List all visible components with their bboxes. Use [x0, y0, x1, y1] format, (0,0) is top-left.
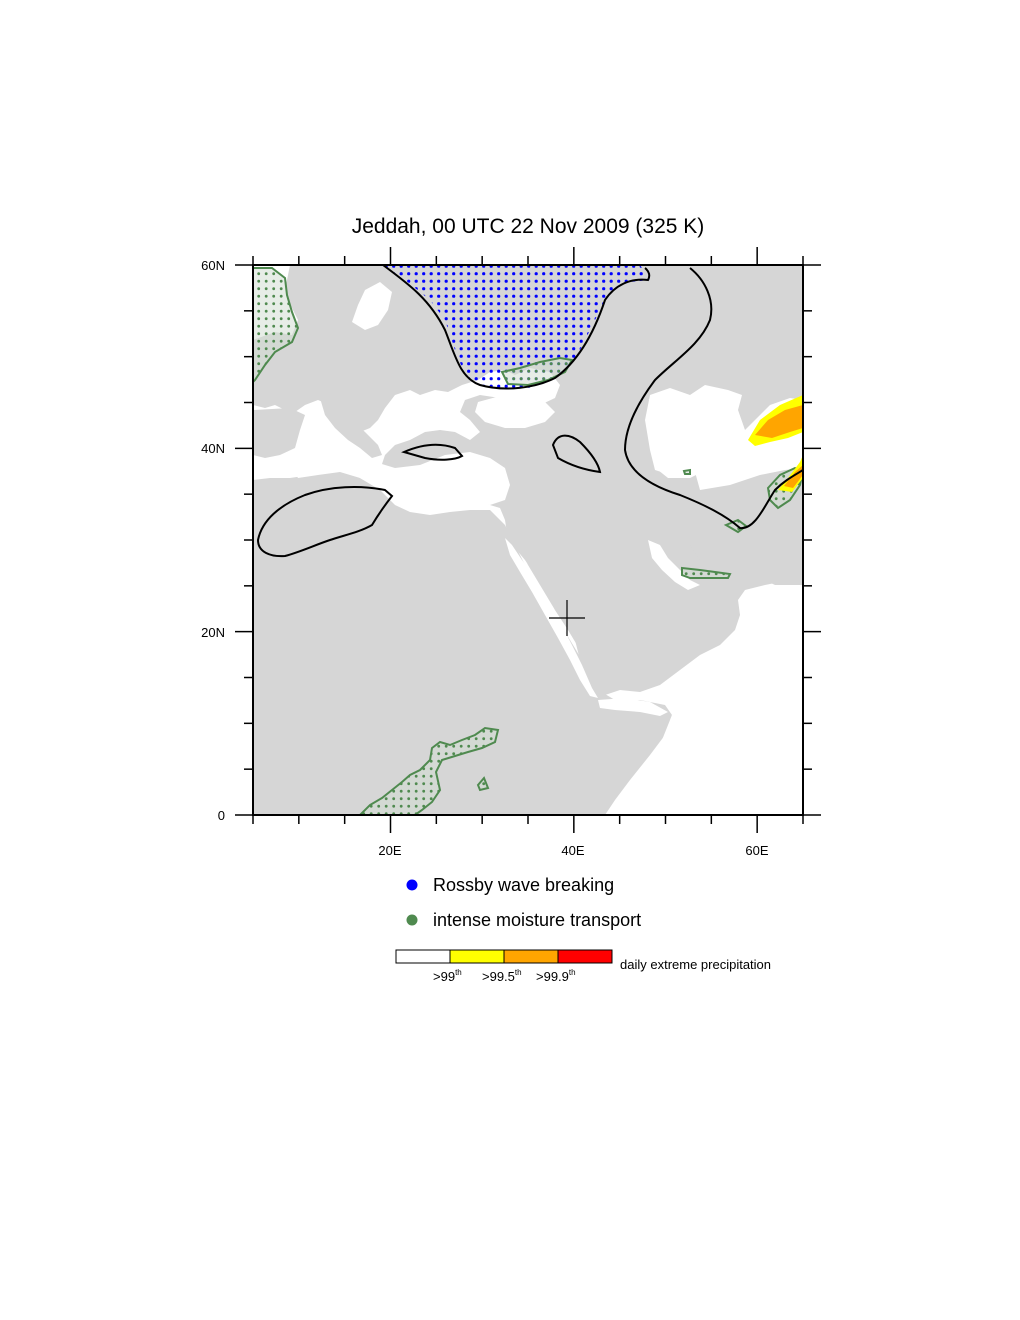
pv-contour-north-africa [256, 486, 394, 558]
baltic-sea [352, 282, 392, 330]
rwb-legend-label: Rossby wave breaking [433, 875, 614, 895]
y-tick-60n: 60N [201, 258, 225, 273]
land-italy [320, 398, 382, 458]
moisture-region-caspian [682, 468, 691, 475]
moisture-legend-label: intense moisture transport [433, 910, 641, 930]
gulf-of-aden [598, 698, 668, 716]
colorbar-box-4 [557, 949, 613, 964]
y-axis-labels: 60N 40N 20N 0 [201, 258, 225, 823]
caspian-sea [648, 392, 705, 478]
land-arabia [520, 545, 738, 690]
legend: Rossby wave breaking intense moisture tr… [406, 875, 641, 930]
pv-contour-main [382, 265, 803, 530]
y-tick-0: 0 [218, 808, 225, 823]
colorbar-tick-99: >99th [433, 968, 462, 984]
moisture-region-north-atlantic [253, 267, 300, 384]
moisture-legend-marker [406, 914, 418, 926]
colorbar-tick-999: >99.9th [536, 968, 576, 984]
y-tick-40n: 40N [201, 441, 225, 456]
colorbar: >99th >99.5th >99.9th daily extreme prec… [395, 949, 771, 984]
moisture-region-east-africa [358, 726, 500, 815]
arabian-sea [610, 632, 803, 815]
moisture-region-small-africa [476, 776, 490, 792]
x-tick-60e: 60E [745, 843, 768, 858]
colorbar-box-1 [395, 949, 451, 964]
pv-contour-greece [401, 443, 464, 461]
map-panel [253, 265, 803, 815]
map-title: Jeddah, 00 UTC 22 Nov 2009 (325 K) [352, 215, 705, 238]
moisture-transport-regions [253, 267, 803, 815]
land-iberia [253, 408, 305, 458]
x-tick-20e: 20E [378, 843, 401, 858]
rossby-wave-breaking-region [383, 265, 650, 390]
axis-ticks [235, 247, 821, 833]
land-scandinavia [288, 265, 370, 322]
mediterranean-sea [290, 452, 510, 505]
x-tick-40e: 40E [561, 843, 584, 858]
jeddah-marker [549, 600, 585, 636]
colorbar-label: daily extreme precipitation [620, 957, 771, 972]
pv-contour-turkey [551, 434, 602, 474]
rwb-legend-marker [406, 879, 418, 891]
colorbar-tick-995: >99.5th [482, 968, 522, 984]
black-sea [475, 396, 555, 428]
colorbar-box-3 [503, 949, 559, 964]
colorbar-box-2 [449, 949, 505, 964]
moisture-region-gulf [681, 566, 732, 579]
land-africa [253, 468, 672, 815]
x-axis-labels: 20E 40E 60E [378, 843, 768, 858]
map-frame [235, 247, 821, 833]
y-tick-20n: 20N [201, 625, 225, 640]
precip-995-north [755, 405, 803, 438]
land-masses [253, 265, 803, 815]
pv-contours [256, 265, 803, 558]
